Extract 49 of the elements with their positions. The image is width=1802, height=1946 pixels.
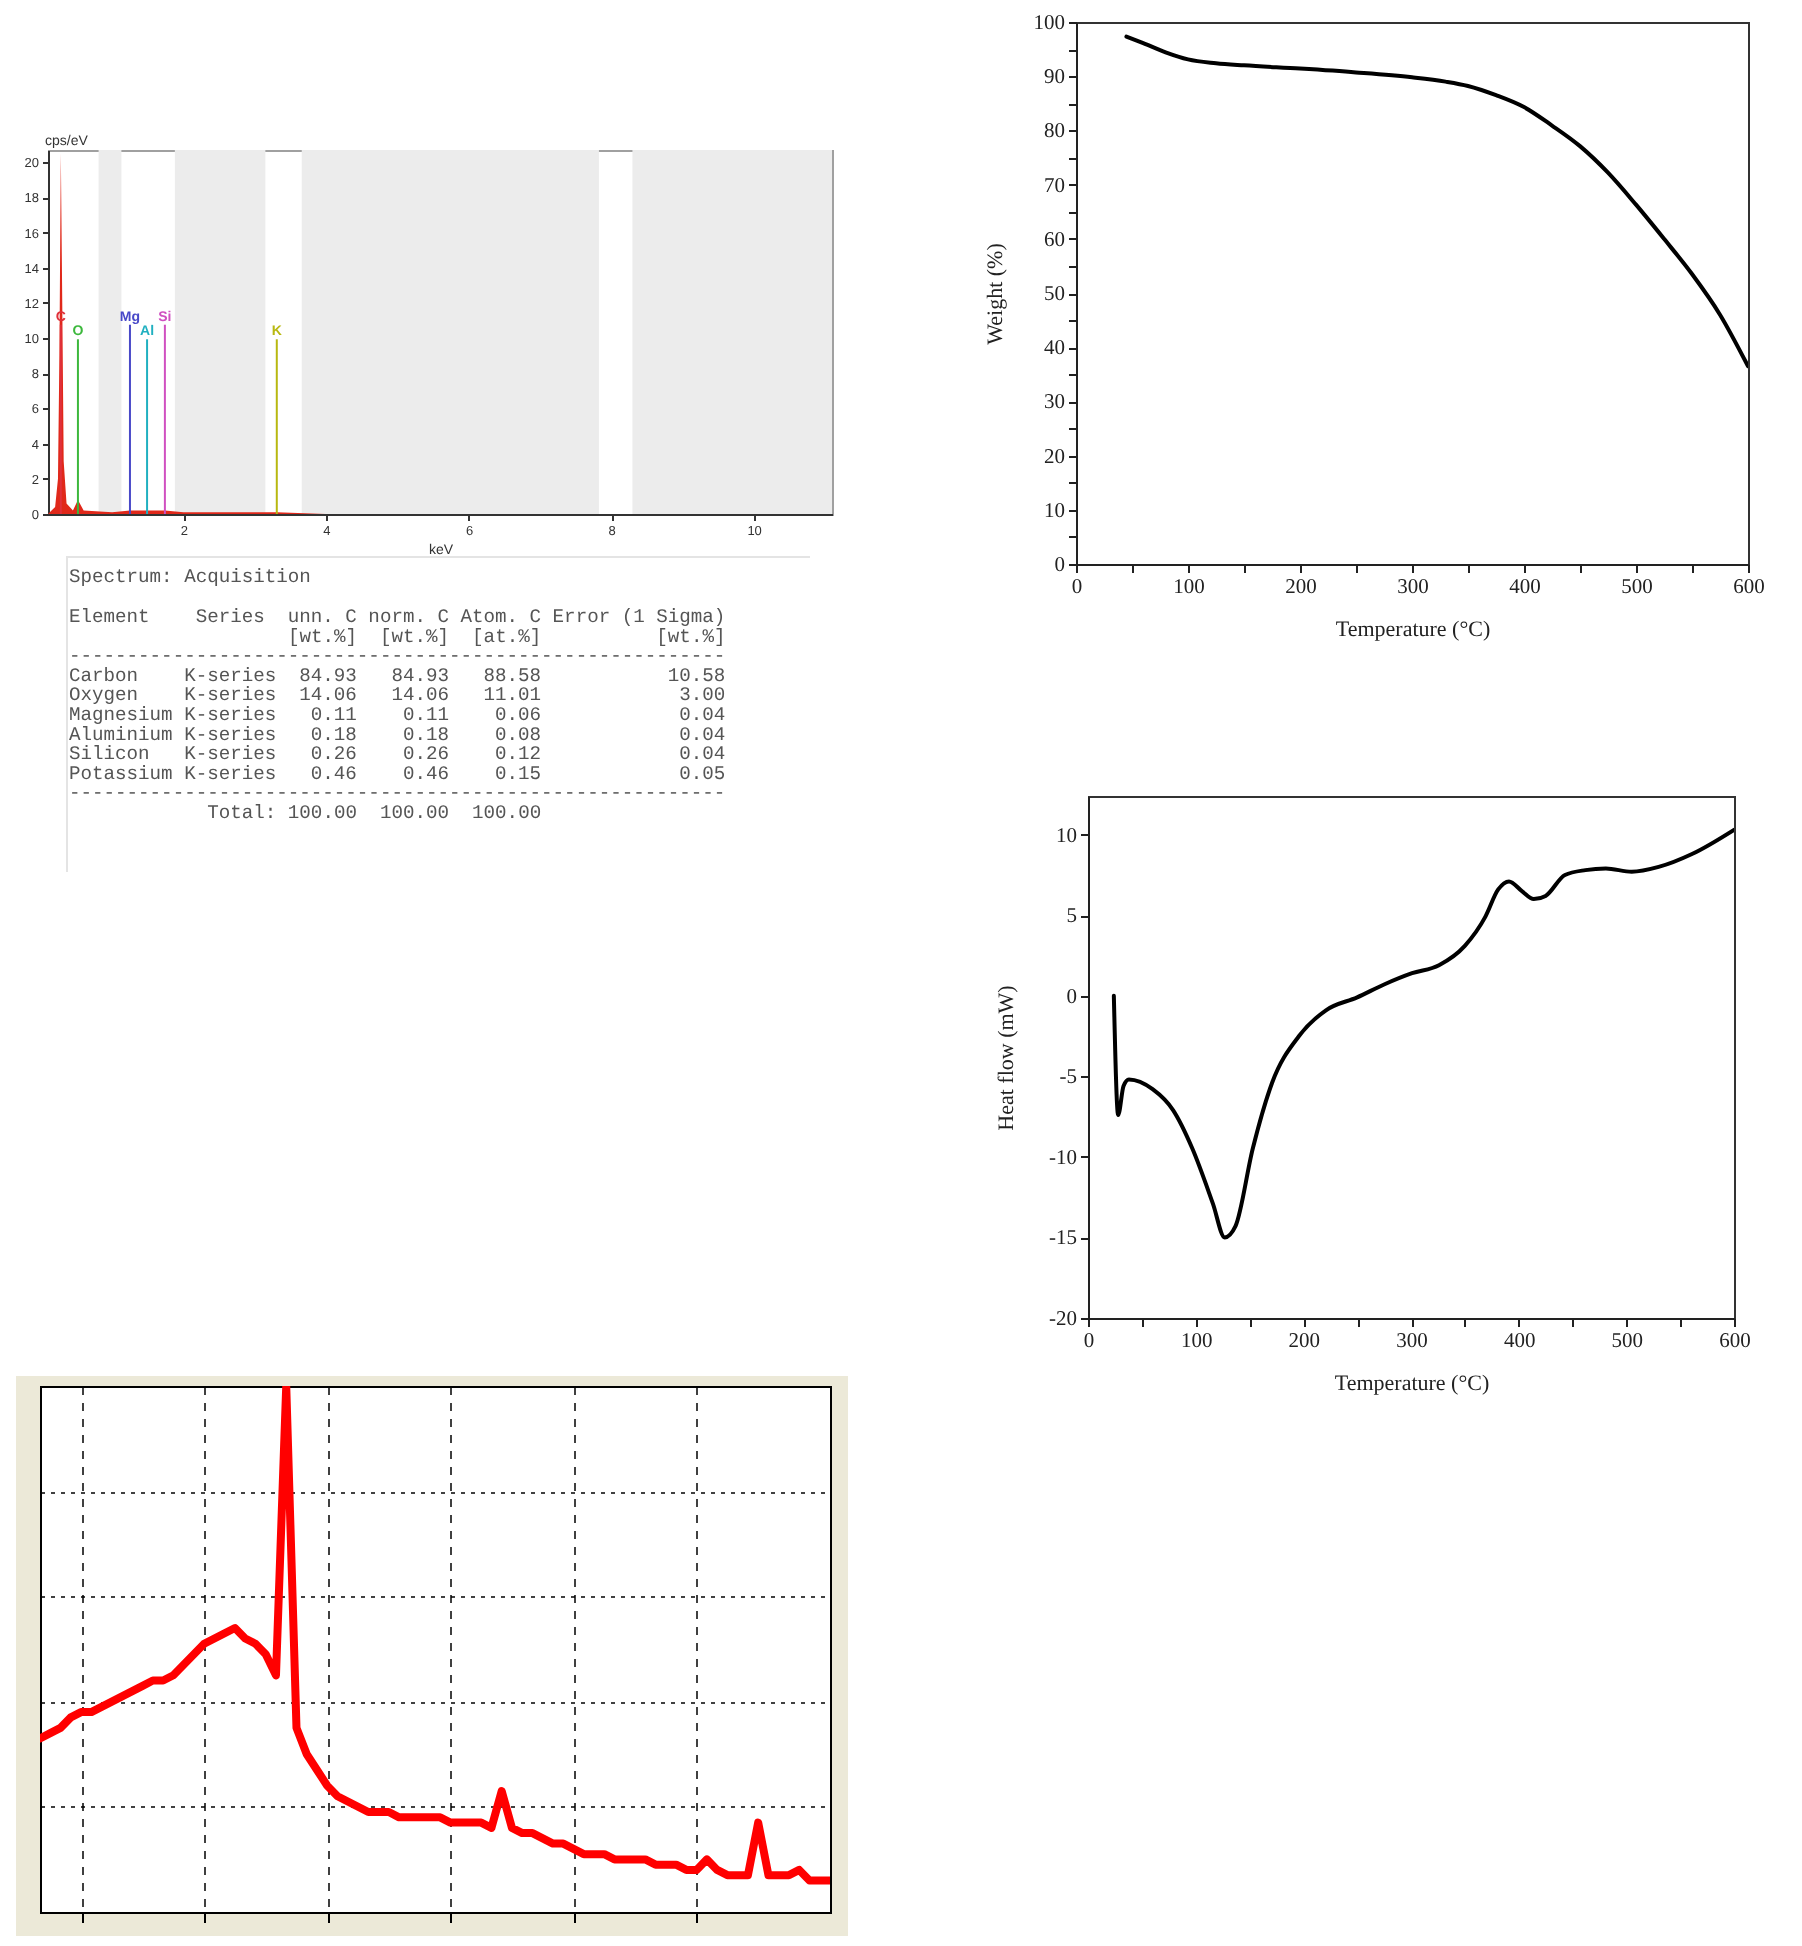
text: Magnesium K-series 0.11 0.11 0.06 0.04 bbox=[69, 704, 726, 726]
y-axis-title: Weight (%) bbox=[983, 242, 1008, 345]
line-series bbox=[1111, 827, 1734, 1240]
y-tick-label: 100 bbox=[1033, 13, 1065, 35]
y-tick-label: 0 bbox=[1066, 986, 1077, 1009]
y-tick-label: 50 bbox=[1044, 284, 1065, 306]
text: Silicon K-series 0.26 0.26 0.12 0.04 bbox=[69, 743, 726, 766]
y-tick-label: 80 bbox=[1044, 121, 1065, 144]
y-tick-label: 20 bbox=[1044, 446, 1065, 469]
x-tick-label: 400 bbox=[1509, 577, 1541, 599]
text: Spectrum: Acquisition bbox=[69, 566, 311, 588]
y-tick-label: 60 bbox=[1044, 229, 1065, 252]
y-tick-label: -5 bbox=[1059, 1067, 1077, 1090]
x-tick-label: 100 bbox=[1173, 577, 1205, 599]
x-tick-label: 200 bbox=[1285, 577, 1317, 599]
x-tick-label: 500 bbox=[1621, 577, 1653, 599]
line-series bbox=[1124, 34, 1748, 369]
x-tick-label: 600 bbox=[1719, 1331, 1751, 1353]
y-tick-label: -15 bbox=[1049, 1228, 1077, 1251]
y-tick-label: 70 bbox=[1044, 175, 1065, 198]
y-tick-label: 40 bbox=[1044, 338, 1065, 361]
text: Potassium K-series 0.46 0.46 0.15 0.05 bbox=[69, 762, 726, 785]
y-tick-label: 90 bbox=[1044, 67, 1065, 90]
y-tick-label: -20 bbox=[1049, 1309, 1077, 1331]
x-axis-title: Temperature (°C) bbox=[1334, 1372, 1490, 1396]
text: Carbon K-series 84.93 84.93 88.58 10.58 bbox=[69, 664, 726, 687]
y-tick-label: 10 bbox=[1056, 825, 1077, 848]
y-tick-label: 5 bbox=[1066, 906, 1077, 929]
y-tick-label: 30 bbox=[1044, 392, 1065, 415]
x-tick-label: 0 bbox=[1083, 1331, 1095, 1353]
y-tick-label: 10 bbox=[1044, 500, 1065, 523]
text: Total: 100.00 100.00 100.00 bbox=[207, 802, 542, 824]
y-tick-label: 0 bbox=[1054, 555, 1065, 577]
text: Element Series unn. C norm. C Atom. C Error (1 Sigma) bbox=[69, 606, 726, 628]
x-tick-label: 600 bbox=[1733, 577, 1765, 599]
text: --------------------------------------------------------- bbox=[69, 645, 726, 668]
x-tick-label: 300 bbox=[1397, 577, 1429, 599]
x-axis-title: Temperature (°C) bbox=[1335, 618, 1491, 642]
text: [wt.%] [wt.%] [at.%] [wt.%] bbox=[287, 625, 726, 648]
x-tick-label: 500 bbox=[1611, 1331, 1644, 1353]
text: Aluminium K-series 0.18 0.18 0.08 0.04 bbox=[69, 723, 726, 746]
x-tick-label: 200 bbox=[1288, 1331, 1321, 1353]
x-tick-label: 300 bbox=[1396, 1331, 1428, 1353]
x-tick-label: 400 bbox=[1503, 1331, 1536, 1353]
text: --------------------------------------------------------- bbox=[69, 782, 726, 805]
y-tick-label: -10 bbox=[1049, 1147, 1077, 1170]
text: Oxygen K-series 14.06 14.06 11.01 3.00 bbox=[69, 684, 726, 707]
x-tick-label: 100 bbox=[1180, 1331, 1213, 1353]
y-axis-title: Heat flow (mW) bbox=[995, 984, 1020, 1131]
